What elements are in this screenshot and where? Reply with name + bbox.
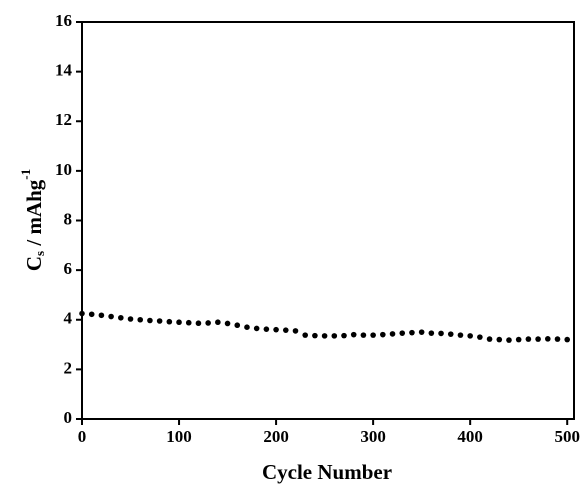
data-point bbox=[176, 319, 182, 326]
data-point bbox=[215, 319, 221, 326]
y-label-rest: / mAhg bbox=[22, 179, 46, 251]
data-point bbox=[564, 336, 571, 343]
data-point bbox=[554, 336, 561, 342]
data-point bbox=[447, 331, 454, 337]
plot-frame bbox=[81, 21, 575, 420]
data-point bbox=[370, 332, 376, 338]
x-tick-label: 400 bbox=[457, 427, 483, 446]
data-point bbox=[166, 318, 173, 325]
data-point bbox=[156, 318, 163, 324]
x-tick-label: 0 bbox=[78, 427, 87, 446]
data-point bbox=[79, 310, 85, 317]
data-point bbox=[477, 334, 483, 340]
data-point bbox=[525, 336, 532, 342]
data-point bbox=[438, 330, 444, 337]
y-tick-label: 16 bbox=[55, 11, 72, 30]
data-point bbox=[467, 333, 473, 339]
data-point bbox=[195, 320, 202, 327]
data-point bbox=[302, 332, 308, 338]
data-point bbox=[292, 328, 299, 334]
data-point bbox=[244, 324, 250, 330]
y-label-sub: s bbox=[32, 251, 47, 256]
y-tick-label: 0 bbox=[64, 408, 73, 427]
data-point bbox=[185, 319, 192, 326]
data-point bbox=[428, 330, 435, 336]
data-point bbox=[350, 331, 357, 338]
data-point bbox=[224, 320, 231, 327]
data-point bbox=[389, 331, 396, 337]
data-point bbox=[312, 332, 318, 339]
data-point bbox=[321, 333, 328, 339]
data-point bbox=[98, 312, 105, 319]
y-label-sup: -1 bbox=[18, 169, 33, 180]
y-tick-label: 10 bbox=[55, 160, 72, 179]
data-point bbox=[147, 317, 153, 324]
x-tick-label: 500 bbox=[554, 427, 580, 446]
y-tick-label: 2 bbox=[64, 358, 73, 377]
data-point bbox=[234, 322, 241, 329]
y-tick-label: 6 bbox=[64, 259, 73, 278]
data-point bbox=[108, 313, 114, 320]
data-point bbox=[515, 336, 522, 343]
data-point bbox=[486, 336, 493, 342]
data-point bbox=[418, 329, 425, 335]
x-tick-label: 300 bbox=[360, 427, 386, 446]
x-axis-label: Cycle Number bbox=[262, 460, 392, 484]
data-point bbox=[506, 337, 512, 343]
data-point bbox=[544, 336, 551, 342]
data-point bbox=[127, 316, 134, 322]
data-point bbox=[137, 316, 144, 323]
data-point bbox=[282, 327, 289, 333]
y-tick-label: 4 bbox=[64, 309, 73, 328]
data-point bbox=[341, 332, 347, 339]
data-point bbox=[273, 326, 279, 333]
x-tick-label: 200 bbox=[263, 427, 289, 446]
data-point bbox=[380, 331, 386, 338]
y-label-base: C bbox=[22, 256, 46, 271]
data-point bbox=[399, 330, 406, 336]
y-tick-label: 12 bbox=[55, 110, 72, 129]
data-point bbox=[496, 336, 503, 343]
data-point bbox=[409, 329, 415, 336]
data-point bbox=[118, 314, 124, 321]
data-point bbox=[88, 311, 95, 318]
data-point bbox=[360, 332, 367, 338]
y-tick-label: 8 bbox=[64, 209, 73, 228]
x-tick-label: 100 bbox=[166, 427, 192, 446]
data-point bbox=[253, 325, 260, 332]
data-point bbox=[331, 333, 338, 339]
data-point bbox=[263, 326, 270, 332]
data-point bbox=[535, 336, 541, 342]
data-point bbox=[205, 320, 211, 326]
y-axis-label: Cs / mAhg-1 bbox=[18, 169, 47, 271]
y-tick-label: 14 bbox=[55, 61, 73, 80]
data-point bbox=[457, 332, 464, 338]
